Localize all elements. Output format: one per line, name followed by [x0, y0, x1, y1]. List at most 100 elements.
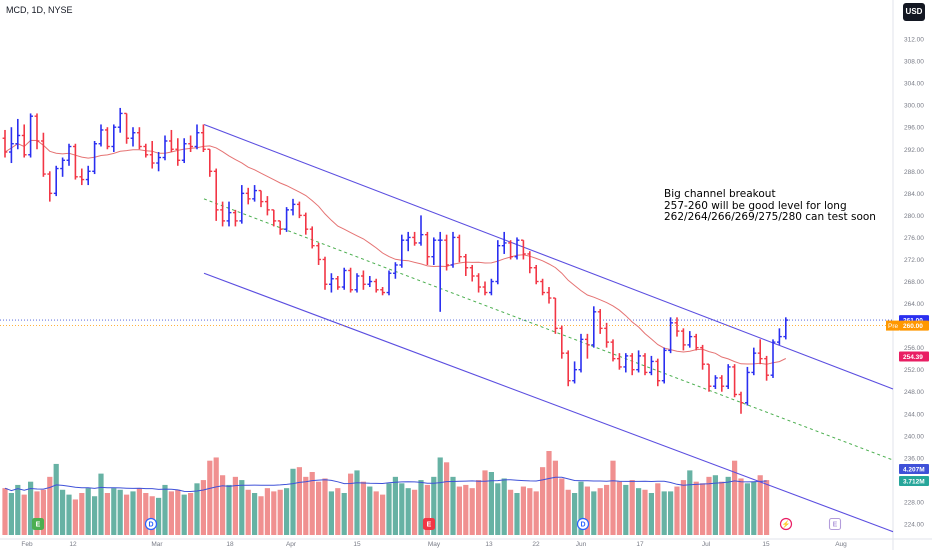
- volume-bar: [706, 476, 712, 535]
- ohlc-bar: [53, 165, 59, 197]
- volume-bar: [111, 488, 117, 535]
- volume-bar: [412, 489, 418, 535]
- ohlc-bars: [2, 107, 789, 414]
- ohlc-bar: [706, 363, 712, 392]
- ohlc-bar: [636, 350, 641, 373]
- volume-ma-line: [4, 476, 767, 493]
- volume-bar: [354, 470, 360, 535]
- volume-bar: [712, 475, 718, 535]
- volume-bar: [226, 484, 232, 535]
- price-tick-label: 264.00: [904, 301, 924, 308]
- volume-bar: [520, 486, 526, 535]
- ohlc-bar: [265, 196, 270, 216]
- price-tick-label: 272.00: [904, 257, 924, 264]
- volume-bar: [463, 484, 469, 535]
- ohlc-bar: [642, 353, 648, 376]
- event-marker-earnings-upcoming[interactable]: E: [828, 517, 842, 531]
- volume-bar: [277, 489, 283, 535]
- event-marker-shape: [828, 517, 842, 531]
- volume-bar: [552, 460, 558, 535]
- ohlc-bar: [34, 113, 40, 150]
- ohlc-bar: [303, 212, 309, 235]
- volume-bar: [296, 467, 302, 535]
- ohlc-bar: [745, 366, 750, 406]
- price-tick-label: 304.00: [904, 81, 924, 88]
- event-marker-dividend[interactable]: D: [144, 517, 158, 531]
- volume-bar: [757, 475, 763, 535]
- time-axis: Feb 12 Mar 18 Apr 15 May 13 22 Jun 17 Jul 15 Aug: [21, 541, 847, 548]
- volume-bar: [700, 483, 706, 535]
- ohlc-bar: [437, 231, 443, 312]
- ohlc-bar: [661, 347, 667, 384]
- event-marker-shape: [144, 517, 158, 531]
- ohlc-bar: [418, 215, 424, 246]
- ohlc-bar: [149, 140, 155, 169]
- volume-bar: [437, 457, 443, 535]
- event-marker-dividend[interactable]: D: [576, 517, 590, 531]
- event-marker-label: E: [427, 522, 432, 529]
- ohlc-bar: [578, 333, 584, 373]
- volume-bar: [540, 467, 546, 535]
- event-marker-earnings[interactable]: E: [422, 517, 436, 531]
- ohlc-bar: [105, 127, 110, 150]
- price-tick-label: 300.00: [904, 103, 924, 110]
- volume-bar: [271, 491, 277, 535]
- ohlc-bar: [469, 264, 475, 282]
- price-tick-label: 296.00: [904, 125, 924, 132]
- ohlc-bar: [450, 231, 456, 268]
- volume-bar: [578, 481, 584, 535]
- volume-bar: [207, 460, 213, 535]
- volume-bar: [15, 484, 21, 535]
- ohlc-bar: [156, 152, 161, 172]
- volume-bar: [584, 486, 590, 535]
- ohlc-bar: [655, 358, 661, 387]
- ohlc-bar: [393, 262, 398, 279]
- price-tick-label: 240.00: [904, 433, 924, 440]
- price-tick-label: 228.00: [904, 499, 924, 506]
- volume-bar: [732, 460, 738, 535]
- volume-tag-text: 4.207M: [903, 467, 925, 474]
- volume-bar: [348, 473, 354, 535]
- ohlc-bar: [169, 129, 174, 153]
- ohlc-bar: [725, 364, 731, 389]
- price-ma-line: [4, 139, 787, 365]
- event-marker-earnings[interactable]: E: [31, 517, 45, 531]
- ohlc-bar: [527, 251, 533, 274]
- ohlc-bar: [21, 124, 27, 158]
- ohlc-bar: [604, 322, 609, 348]
- volume-bar: [431, 476, 437, 535]
- volume-bar: [2, 488, 8, 535]
- ohlc-bar: [700, 344, 705, 370]
- volume-bar: [450, 476, 456, 535]
- event-marker-label: D: [148, 522, 153, 529]
- ohlc-bar: [111, 124, 117, 153]
- text-annotation[interactable]: Big channel breakout 257-260 will be goo…: [664, 188, 876, 224]
- volume-bar: [290, 468, 296, 535]
- ohlc-bar: [757, 339, 763, 365]
- ohlc-bar: [73, 143, 78, 180]
- ohlc-bar: [322, 256, 328, 290]
- volume-bars: [2, 451, 770, 535]
- ohlc-bar: [738, 391, 744, 414]
- time-tick-label: 17: [636, 541, 644, 548]
- ohlc-bar: [341, 267, 347, 290]
- volume-bar: [200, 480, 206, 535]
- channel-midline: [203, 198, 894, 461]
- ohlc-bar: [207, 148, 213, 177]
- ohlc-bar: [233, 209, 238, 227]
- ohlc-bar: [629, 353, 635, 376]
- ohlc-bar: [213, 168, 219, 221]
- volume-bar: [239, 480, 245, 535]
- price-tick-label: 224.00: [904, 521, 924, 528]
- ohlc-bar: [175, 138, 181, 166]
- volume-bar: [341, 493, 347, 535]
- event-marker-split-event[interactable]: ⚡: [779, 517, 793, 531]
- currency-button[interactable]: USD: [903, 3, 925, 21]
- symbol-title[interactable]: MCD, 1D, NYSE: [6, 5, 73, 15]
- volume-bar: [597, 488, 603, 535]
- volume-bar: [85, 488, 91, 535]
- volume-bar: [79, 493, 85, 535]
